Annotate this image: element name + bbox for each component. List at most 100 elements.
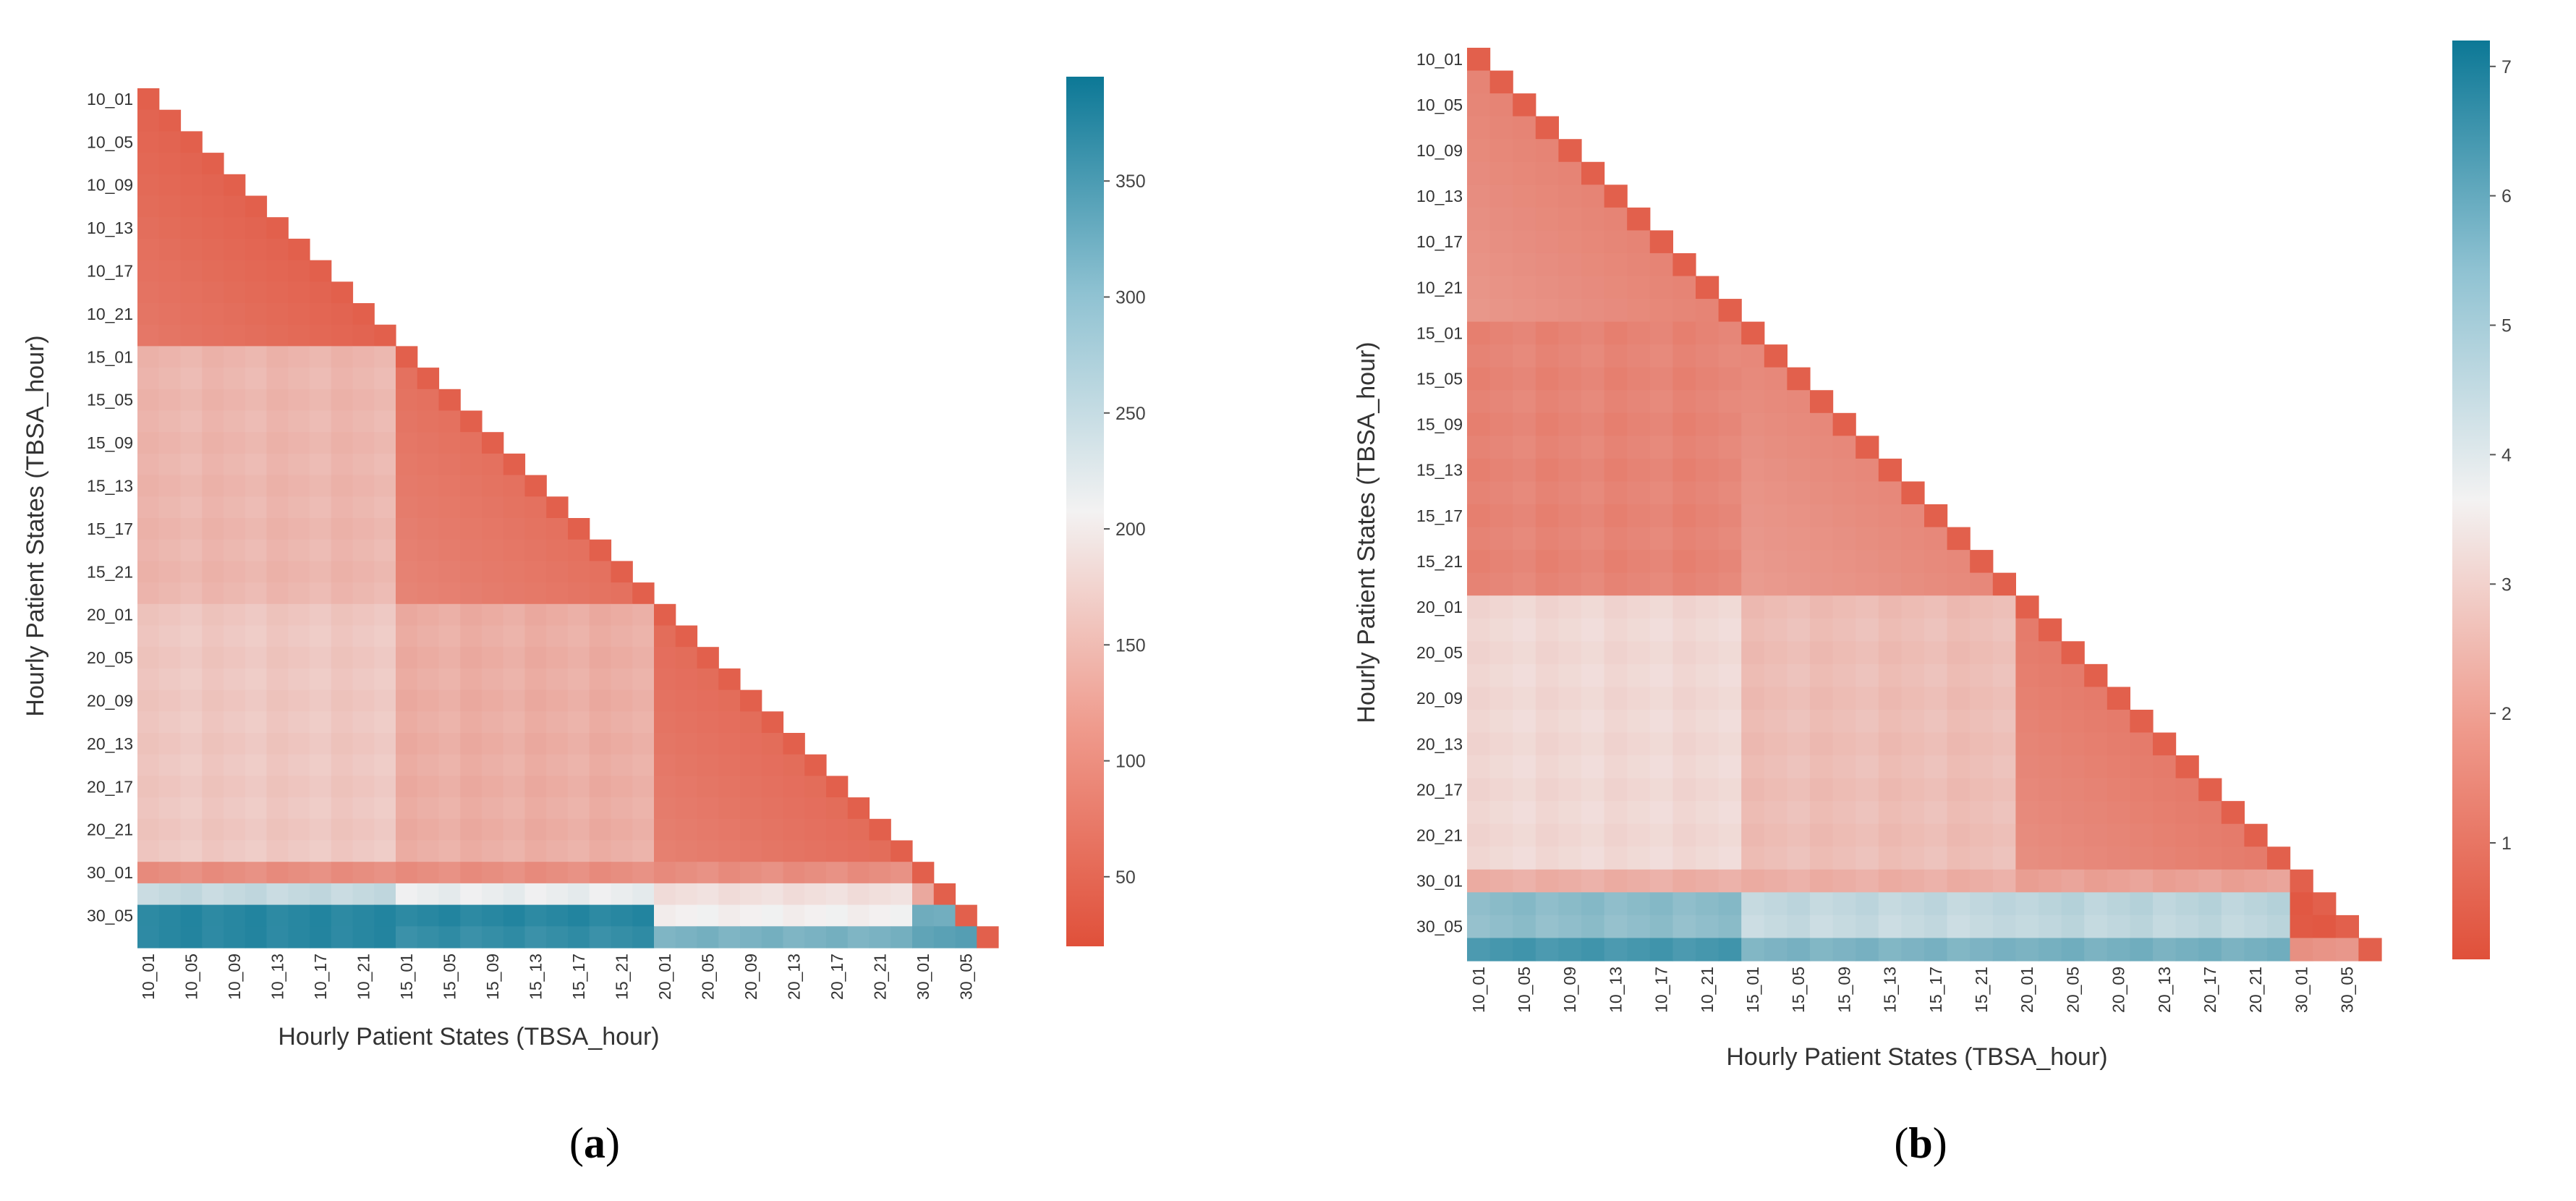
heatmap-cell: [1489, 550, 1513, 574]
heatmap-cell: [912, 883, 935, 906]
heatmap-cell: [1649, 641, 1673, 665]
heatmap-cell: [158, 260, 182, 282]
heatmap-cell: [266, 862, 289, 884]
heatmap-cell: [1649, 938, 1673, 962]
heatmap-cell: [202, 281, 224, 304]
heatmap-cell: [589, 711, 612, 734]
heatmap-cell: [266, 883, 289, 906]
heatmap-cell: [1764, 367, 1788, 391]
heatmap-cell: [396, 754, 418, 776]
heatmap-cell: [224, 324, 246, 347]
heatmap-cell: [1741, 938, 1765, 962]
heatmap-cell: [1489, 93, 1513, 117]
heatmap-cell: [417, 410, 440, 433]
row-tick-label: 10_01: [87, 90, 133, 109]
heatmap-cell: [1764, 618, 1788, 642]
heatmap-cell: [2015, 846, 2039, 870]
heatmap-cell: [568, 561, 590, 583]
heatmap-cell: [137, 625, 160, 648]
heatmap-cell: [331, 926, 354, 949]
heatmap-cell: [245, 904, 268, 927]
heatmap-cell: [1764, 527, 1788, 551]
colorbar-tick-label: 1: [2501, 833, 2512, 854]
heatmap-cell: [1535, 436, 1559, 459]
heatmap-cell: [352, 733, 375, 755]
heatmap-cell: [1878, 823, 1902, 847]
heatmap-cell: [1467, 892, 1491, 916]
heatmap-cell: [1696, 869, 1720, 893]
heatmap-cell: [2061, 846, 2085, 870]
heatmap-cell: [1856, 869, 1879, 893]
heatmap-cell: [482, 840, 504, 862]
heatmap-cell: [331, 324, 354, 347]
heatmap-cell: [1467, 709, 1491, 734]
heatmap-cell: [266, 496, 289, 519]
heatmap-cell: [2061, 709, 2085, 734]
heatmap-cell: [288, 754, 310, 776]
heatmap-cell: [374, 862, 396, 884]
heatmap-cell: [310, 368, 332, 390]
heatmap-cell: [2107, 778, 2130, 802]
heatmap-cell: [1764, 869, 1788, 893]
heatmap-cell: [546, 862, 569, 884]
heatmap-cell: [1741, 321, 1765, 345]
heatmap-cell: [266, 410, 289, 433]
heatmap-cell: [224, 647, 246, 669]
heatmap-cell: [331, 368, 354, 390]
heatmap-cell: [546, 711, 569, 734]
heatmap-cell: [697, 689, 719, 712]
heatmap-cell: [718, 689, 741, 712]
heatmap-cell: [266, 818, 289, 841]
heatmap-cell: [1878, 801, 1902, 825]
heatmap-cell: [352, 883, 375, 906]
heatmap-cell: [224, 689, 246, 712]
row-tick-label: 15_13: [87, 477, 133, 496]
heatmap-cell: [331, 818, 354, 841]
heatmap-cell: [1604, 641, 1628, 665]
heatmap-cell: [1832, 892, 1856, 916]
heatmap-cell: [1878, 663, 1902, 687]
heatmap-cell: [1696, 618, 1720, 642]
heatmap-cell: [438, 840, 461, 862]
heatmap-cell: [1604, 595, 1628, 619]
heatmap-cell: [438, 818, 461, 841]
heatmap-cell: [1672, 276, 1696, 300]
heatmap-cell: [1878, 755, 1902, 779]
heatmap-cell: [1764, 458, 1788, 483]
heatmap-cell: [1901, 823, 1925, 847]
heatmap-cell: [137, 281, 160, 304]
heatmap-cell: [1581, 595, 1605, 619]
heatmap-cell: [1558, 299, 1582, 323]
heatmap-cell: [1581, 938, 1605, 962]
heatmap-cell: [158, 174, 182, 197]
heatmap-cell: [224, 711, 246, 734]
row-tick-label: 20_09: [1416, 689, 1463, 708]
heatmap-cell: [1558, 914, 1582, 939]
heatmap-cell: [1581, 481, 1605, 505]
heatmap-cell: [1947, 572, 1971, 596]
heatmap-cell: [1489, 252, 1513, 277]
heatmap-cell: [589, 668, 612, 691]
heatmap-cell: [331, 668, 354, 691]
heatmap-cell: [1627, 367, 1651, 391]
row-tick-label: 15_01: [87, 347, 133, 366]
heatmap-cell: [224, 217, 246, 239]
heatmap-cell: [158, 754, 182, 776]
heatmap-cell: [202, 926, 224, 949]
heatmap-cell: [1741, 527, 1765, 551]
heatmap-cell: [524, 904, 547, 927]
heatmap-cell: [224, 475, 246, 497]
heatmap-cell: [1741, 892, 1765, 916]
heatmap-cell: [224, 862, 246, 884]
heatmap-cell: [310, 818, 332, 841]
heatmap-cell: [1856, 801, 1879, 825]
heatmap-cell: [1901, 663, 1925, 687]
row-tick-label: 10_13: [87, 218, 133, 237]
heatmap-cell: [460, 625, 483, 648]
heatmap-cell: [245, 647, 268, 669]
heatmap-cell: [202, 260, 224, 282]
heatmap-cell: [1787, 641, 1811, 665]
heatmap-cell: [632, 862, 655, 884]
heatmap-cell: [783, 776, 805, 798]
heatmap-cell: [697, 883, 719, 906]
